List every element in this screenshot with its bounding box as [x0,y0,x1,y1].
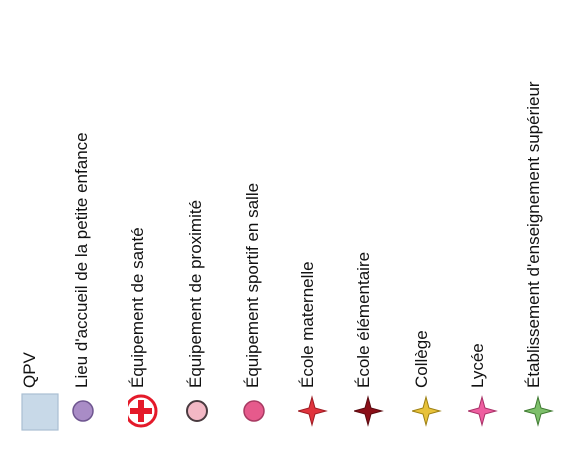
legend-label-sante: Équipement de santé [128,227,147,388]
legend-label-proximite: Équipement de proximité [186,199,205,388]
magenta-circle-icon [243,389,283,435]
legend-label-qpv: QPV [20,352,39,388]
legend-label-maternelle: École maternelle [298,261,317,388]
legend-label-college: Collège [412,330,431,388]
legend-item-sante: Équipement de santé [128,0,168,450]
legend-item-elementaire: École élémentaire [354,0,394,450]
purple-circle-icon [72,389,112,435]
legend-item-lycee: Lycée [468,0,508,450]
health-cross-icon [128,389,168,435]
legend-item-superieur: Établissement d'enseignement supérieur [524,0,564,450]
legend-item-petite-enfance: Lieu d'accueil de la petite enfance [72,0,112,450]
legend-item-sportif: Équipement sportif en salle [243,0,283,450]
pink-ring-circle-icon [186,389,226,435]
legend-item-college: Collège [412,0,452,450]
legend-label-sportif: Équipement sportif en salle [243,182,262,388]
green-star-icon [524,389,564,435]
legend-label-elementaire: École élémentaire [354,251,373,388]
legend-label-superieur: Établissement d'enseignement supérieur [524,81,543,388]
legend-item-qpv: QPV [20,0,60,450]
pink-star-icon [468,389,508,435]
qpv-swatch [21,393,59,431]
red-star-icon [298,389,338,435]
legend-item-proximite: Équipement de proximité [186,0,226,450]
qpv-area-icon [20,389,60,435]
dark-red-star-icon [354,389,394,435]
legend-label-lycee: Lycée [468,343,487,388]
legend-label-petite-enfance: Lieu d'accueil de la petite enfance [72,132,91,388]
legend-item-maternelle: École maternelle [298,0,338,450]
yellow-star-icon [412,389,452,435]
